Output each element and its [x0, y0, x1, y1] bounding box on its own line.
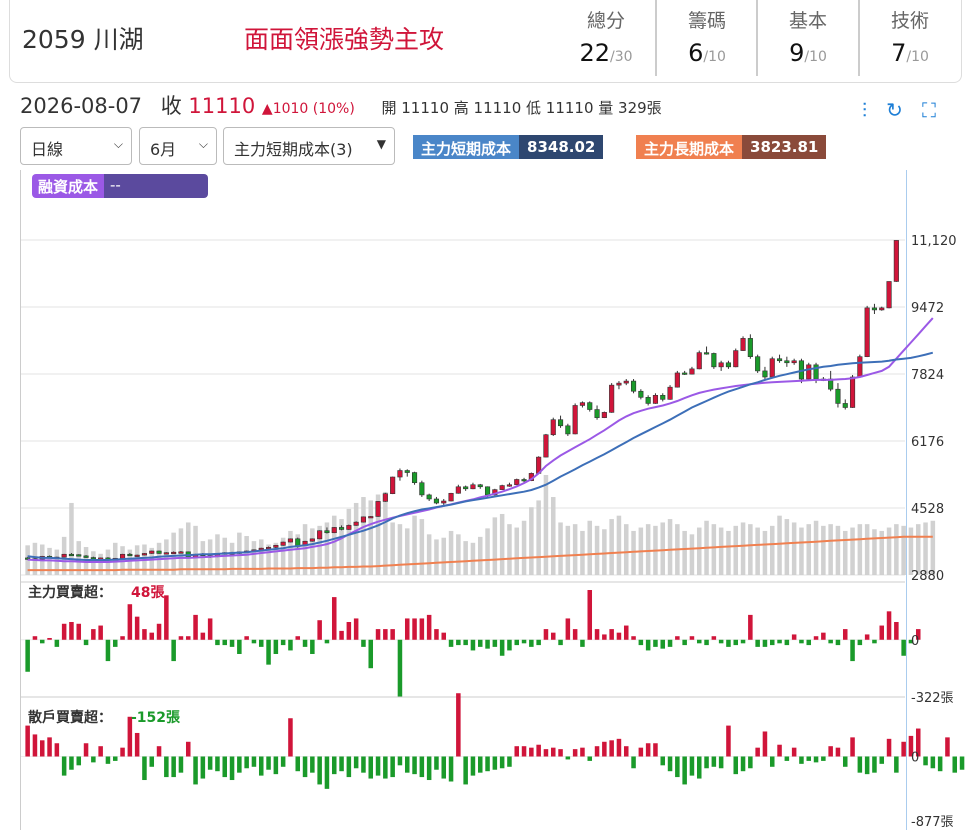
caret-down-icon: ▼: [376, 137, 386, 151]
y-tick-label: 9472: [911, 301, 944, 316]
score-fundamental[interactable]: 基本 9/10: [756, 0, 858, 76]
score-value: 22: [579, 39, 610, 67]
fullscreen-icon[interactable]: ⛶: [921, 98, 936, 122]
score-value: 6: [688, 39, 704, 67]
flow-bar: [959, 756, 965, 770]
score-chips[interactable]: 籌碼 6/10: [655, 0, 757, 76]
price-change: ▲1010 (10%): [261, 101, 355, 117]
flow-bar: [915, 629, 921, 640]
flow-bar: [930, 756, 936, 769]
y-tick-label: 4528: [911, 502, 944, 517]
y-tick-label: -322張: [911, 691, 954, 706]
volume-bar: [930, 520, 936, 575]
chevron-down-icon: ⌵: [198, 137, 208, 151]
refresh-icon[interactable]: ↻: [886, 98, 903, 122]
y-tick-label: 0: [911, 634, 919, 649]
chart-frame: [20, 170, 907, 830]
summary-card: 2059 川湖 面面領漲強勢主攻 總分 22/30 籌碼 6/10 基本 9/1…: [9, 0, 962, 83]
legend-label: 主力短期成本: [413, 135, 520, 159]
period-select[interactable]: 日線 ⌵: [20, 127, 132, 165]
indicator-select-value: 主力短期成本(3): [234, 140, 353, 159]
legend-value: --: [104, 174, 208, 198]
score-value: 7: [891, 39, 907, 67]
slogan: 面面領漲強勢主攻: [244, 25, 445, 54]
y-tick-label: 2880: [911, 569, 944, 584]
score-technical[interactable]: 技術 7/10: [858, 0, 960, 76]
score-max: /30: [610, 49, 633, 65]
legend-label: 主力長期成本: [636, 135, 743, 159]
margin-cost-legend: 融資成本 --: [32, 174, 208, 198]
close-label: 收: [160, 94, 182, 118]
range-select-value: 6月: [150, 140, 177, 159]
y-tick-label: 7824: [911, 368, 944, 383]
chart-tools: ⫶ ↻ ⛶: [862, 98, 950, 122]
flow-bar: [915, 728, 921, 757]
flow-bar: [923, 756, 928, 766]
score-total[interactable]: 總分 22/30: [556, 0, 656, 76]
score-max: /10: [906, 49, 929, 65]
y-tick-label: 0: [911, 750, 919, 765]
volume-bar: [908, 527, 914, 575]
legend-value: 3823.81: [742, 135, 827, 159]
volume-bar: [923, 522, 928, 575]
flow-bar: [937, 756, 943, 772]
score-value: 9: [789, 39, 805, 67]
stock-name: 2059 川湖: [22, 25, 144, 54]
range-select[interactable]: 6月 ⌵: [139, 127, 217, 165]
settings-sliders-icon[interactable]: ⫶: [862, 98, 867, 122]
chevron-down-icon: ⌵: [113, 137, 123, 151]
legend-value: 8348.02: [519, 135, 604, 159]
ohlc-summary: 開 11110 高 11110 低 11110 量 329張: [381, 99, 662, 117]
flow-bar: [908, 735, 914, 757]
indicator-select[interactable]: 主力短期成本(3) ▼: [223, 127, 395, 165]
quote-date: 2026-08-07: [20, 94, 143, 118]
legend-label: 融資成本: [32, 174, 105, 198]
y-tick-label: -877張: [911, 815, 954, 830]
score-label: 技術: [890, 10, 929, 32]
long-cost-legend: 主力長期成本 3823.81: [636, 135, 827, 159]
period-select-value: 日線: [31, 140, 64, 159]
y-tick-label: 11,120: [911, 234, 957, 249]
score-max: /10: [804, 49, 827, 65]
volume-bar: [915, 524, 921, 575]
score-max: /10: [703, 49, 726, 65]
close-price: 11110: [188, 94, 256, 118]
quote-bar: 2026-08-07 收 11110 ▲1010 (10%) 開 11110 高…: [20, 90, 662, 120]
score-label: 基本: [788, 10, 827, 32]
score-label: 籌碼: [687, 10, 726, 32]
score-label: 總分: [586, 10, 625, 32]
short-cost-legend: 主力短期成本 8348.02: [413, 135, 604, 159]
y-tick-label: 6176: [911, 435, 944, 450]
flow-bar: [945, 737, 950, 757]
flow-bar: [908, 639, 914, 644]
flow-bar: [952, 756, 958, 773]
